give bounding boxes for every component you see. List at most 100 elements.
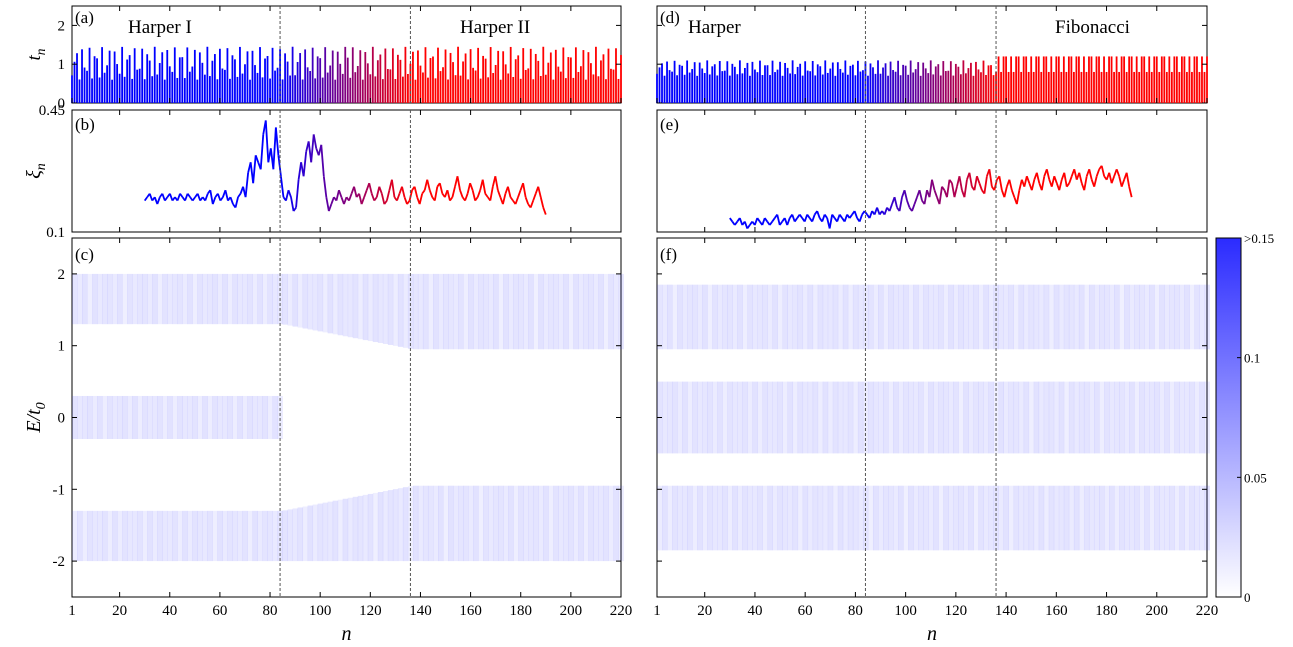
panel-b-line-segment xyxy=(186,193,191,198)
panel-c-cell xyxy=(152,395,158,440)
panel-a-bar xyxy=(559,71,562,103)
panel-f-cell xyxy=(712,485,718,551)
panel-a-bar xyxy=(590,63,592,103)
panel-d-bar xyxy=(711,66,714,103)
panel-f-cell xyxy=(1028,485,1035,551)
panel-d-bar xyxy=(811,60,814,103)
panel-b-line-segment xyxy=(338,189,343,198)
panel-c-cell xyxy=(212,510,218,562)
panel-b-line-segment xyxy=(385,189,391,201)
panel-c-cell xyxy=(152,510,158,562)
panel-f-cell xyxy=(1174,284,1180,350)
panel-f-cell xyxy=(928,381,934,454)
panel-f-cell xyxy=(762,485,768,551)
panel-b-line-segment xyxy=(292,207,297,212)
panel-e-line-segment xyxy=(828,214,834,229)
panel-c-cell xyxy=(327,273,334,334)
panel-e-line-segment xyxy=(779,221,783,226)
panel-f-cell xyxy=(677,485,683,551)
panel-c-cell xyxy=(267,395,273,440)
panel-c-cell xyxy=(327,501,334,562)
panel-c-cell xyxy=(508,485,514,562)
panel-c-cell xyxy=(443,273,449,350)
panel-f-cell xyxy=(1154,485,1160,551)
panel-c-cell xyxy=(578,273,584,350)
panel-d-bar xyxy=(1203,71,1206,103)
panel-c-cell xyxy=(92,395,98,440)
panel-c-cell xyxy=(302,506,309,562)
panel-f-cell xyxy=(742,381,748,454)
panel-d-bar xyxy=(834,75,837,103)
panel-f-cell xyxy=(827,284,834,350)
panel-f-cell xyxy=(1109,284,1115,350)
panel-c-cell xyxy=(152,273,158,325)
panel-d-bar xyxy=(746,62,749,103)
panel-d-bar xyxy=(683,74,686,103)
panel-f-cell xyxy=(1058,284,1065,350)
panel-c-cell xyxy=(438,485,444,562)
panel-d-bar xyxy=(806,70,809,103)
panel-b-line-segment xyxy=(348,193,353,201)
panel-a-bar xyxy=(519,78,522,103)
panel-b-label: (b) xyxy=(75,115,95,134)
panel-c-cell xyxy=(382,273,389,344)
panel-e-line-segment xyxy=(821,214,826,222)
panel-c-cell xyxy=(427,485,434,562)
panel-a-bar xyxy=(587,52,590,103)
panel-c-cell xyxy=(117,273,123,325)
panel-f-cell xyxy=(1018,485,1025,551)
panel-b-line-segment xyxy=(312,134,318,149)
panel-c-cell xyxy=(162,273,168,325)
panel-c-cell xyxy=(538,273,544,350)
panel-c-cell xyxy=(167,510,173,562)
panel-e-line-segment xyxy=(806,214,811,219)
panel-d-bar xyxy=(1175,56,1178,103)
panel-c-cell xyxy=(97,273,103,325)
panel-a-bar xyxy=(266,56,269,103)
panel-f-cell xyxy=(1139,381,1145,454)
panel-a-bar xyxy=(163,79,166,103)
panel-d-bar xyxy=(1113,71,1115,103)
panel-f-cell xyxy=(1063,381,1070,454)
panel-e-line-segment xyxy=(769,221,773,226)
panel-a-bar xyxy=(276,67,279,103)
panel-c-cell xyxy=(257,395,263,440)
panel-f-cell xyxy=(1119,485,1125,551)
panel-b-line-segment xyxy=(358,193,363,205)
panel-d-bar xyxy=(671,71,673,103)
panel-c-cell xyxy=(262,510,268,562)
panel-d-bar xyxy=(794,74,797,103)
panel-d-bar xyxy=(1170,71,1173,103)
panel-c-cell xyxy=(553,273,559,350)
panel-c-cell xyxy=(242,510,248,562)
panel-c-ytick-label: -2 xyxy=(53,554,66,570)
panel-f-xtick-label: 160 xyxy=(1045,603,1068,619)
panel-a-bar xyxy=(346,57,349,103)
panel-c-label: (c) xyxy=(75,245,94,264)
panel-e-line-segment xyxy=(816,210,821,219)
panel-a-bar xyxy=(224,69,226,103)
panel-d-bar xyxy=(1078,56,1080,103)
panel-a-bar xyxy=(356,66,359,103)
panel-a-bar xyxy=(249,79,251,103)
panel-c-cell xyxy=(357,495,364,562)
panel-d-bar xyxy=(804,61,807,103)
panel-a-bar xyxy=(314,78,317,103)
panel-a-bar xyxy=(349,77,352,103)
panel-f-cell xyxy=(722,485,728,551)
panel-a-bar xyxy=(254,65,256,103)
panel-f-cell xyxy=(1063,485,1070,551)
panel-c-cell xyxy=(187,273,193,325)
panel-b-line-segment xyxy=(401,186,406,198)
panel-f-cell xyxy=(1013,381,1020,454)
panel-d-bar xyxy=(1191,71,1193,103)
panel-f-cell xyxy=(832,381,839,454)
panel-c-xtick-label: 40 xyxy=(162,603,177,619)
panel-e-line-segment xyxy=(836,214,841,222)
panel-f-cell xyxy=(682,284,688,350)
panel-f-xlabel: n xyxy=(927,623,937,645)
panel-b-line-segment xyxy=(522,183,527,198)
panel-b-line-segment xyxy=(287,189,292,198)
panel-a-bar xyxy=(396,54,399,103)
panel-d-bar xyxy=(970,62,972,103)
